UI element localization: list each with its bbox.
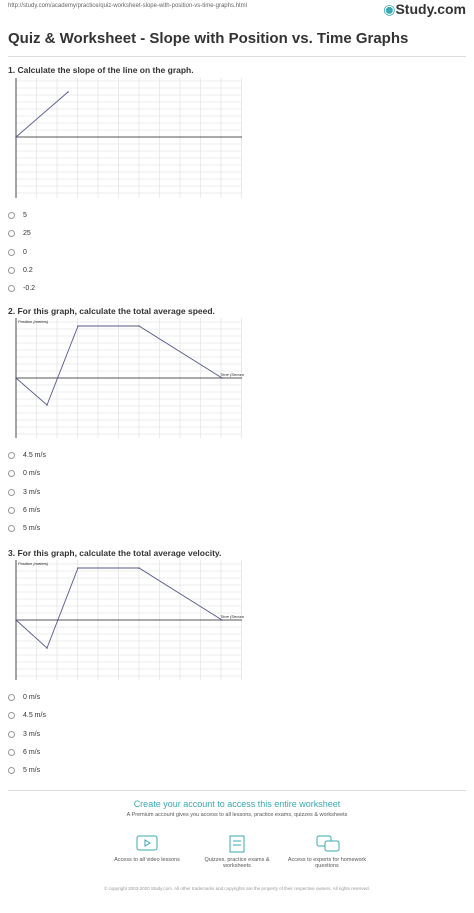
answer-option[interactable]: 3 m/s bbox=[8, 730, 41, 738]
option-text: 0 m/s bbox=[23, 694, 41, 701]
radio-button bbox=[8, 285, 15, 293]
feature-label: Quizzes, practice exams & worksheets bbox=[204, 857, 270, 869]
video-icon bbox=[136, 835, 158, 851]
option-text: 6 m/s bbox=[23, 506, 41, 514]
option-text: 25 bbox=[23, 230, 31, 238]
option-text: -0.2 bbox=[23, 285, 36, 293]
option-text: 5 m/s bbox=[23, 767, 41, 775]
url: http://study.com/academy/practice/quiz-w… bbox=[8, 3, 247, 9]
graph: Position (meters) Time (Seconds) bbox=[15, 560, 244, 680]
answer-option[interactable]: 5 m/s bbox=[8, 525, 41, 533]
graph-point bbox=[46, 404, 48, 406]
radio-button bbox=[8, 506, 15, 514]
graph-point bbox=[15, 136, 17, 138]
logo-icon: ◉ bbox=[383, 1, 396, 17]
graph bbox=[15, 78, 242, 198]
question-prompt: 2. For this graph, calculate the total a… bbox=[8, 306, 215, 316]
divider bbox=[8, 56, 466, 57]
radio-button bbox=[8, 694, 15, 701]
logo-text: Study.com bbox=[395, 1, 466, 17]
option-text: 3 m/s bbox=[23, 730, 41, 738]
title: Quiz & Worksheet - Slope with Position v… bbox=[8, 30, 409, 47]
option-text: 3 m/s bbox=[23, 488, 41, 496]
radio-button bbox=[8, 452, 15, 459]
graph-point bbox=[15, 377, 17, 379]
divider bbox=[8, 790, 466, 791]
answer-option[interactable]: 4.5 m/s bbox=[8, 452, 46, 459]
graph-line bbox=[15, 567, 223, 649]
radio-button bbox=[8, 748, 15, 756]
question-prompt: 1. Calculate the slope of the line on th… bbox=[8, 65, 194, 75]
radio-button bbox=[8, 525, 15, 533]
graph-point bbox=[77, 325, 79, 327]
answer-option[interactable]: 4.5 m/s bbox=[8, 712, 46, 720]
expert-icon bbox=[316, 835, 340, 852]
answer-option[interactable]: 6 m/s bbox=[8, 506, 41, 514]
answer-option[interactable]: 3 m/s bbox=[8, 488, 41, 496]
answer-option[interactable]: 0 m/s bbox=[8, 694, 40, 701]
graph-point bbox=[138, 325, 140, 327]
option-text: 5 m/s bbox=[23, 525, 41, 533]
footer-subheading: A Premium account gives you access to al… bbox=[126, 812, 348, 818]
footer-heading[interactable]: Create your account to access this entir… bbox=[133, 799, 341, 809]
question-prompt: 3. For this graph, calculate the total a… bbox=[8, 548, 222, 558]
option-text: 0.2 bbox=[23, 266, 33, 274]
graph-point bbox=[15, 619, 17, 621]
copyright: © copyright 2003-2020 Study.com. All oth… bbox=[104, 886, 370, 891]
logo[interactable]: ◉Study.com bbox=[383, 1, 466, 18]
y-axis-label: Position (meters) bbox=[18, 319, 49, 324]
feature-label: Access to all video lessons bbox=[114, 857, 180, 863]
radio-button bbox=[8, 488, 15, 496]
option-text: 4.5 m/s bbox=[23, 452, 46, 459]
graph-line bbox=[15, 91, 69, 138]
graph-point bbox=[67, 91, 69, 93]
graph-point bbox=[221, 377, 223, 379]
radio-button bbox=[8, 730, 15, 738]
answer-option[interactable]: 0 m/s bbox=[8, 470, 41, 478]
radio-button bbox=[8, 230, 15, 238]
radio-button bbox=[8, 212, 15, 219]
graph-point bbox=[221, 619, 223, 621]
radio-button bbox=[8, 712, 15, 720]
quiz-icon bbox=[229, 835, 245, 853]
answer-option[interactable]: 0 bbox=[8, 248, 27, 256]
radio-button bbox=[8, 767, 15, 775]
option-text: 0 m/s bbox=[23, 470, 41, 478]
graph-line bbox=[15, 325, 223, 406]
feature-label: Access to experts for homework questions bbox=[287, 857, 367, 869]
radio-button bbox=[8, 470, 15, 478]
option-text: 0 bbox=[23, 248, 27, 256]
answer-option[interactable]: -0.2 bbox=[8, 285, 36, 293]
graph: Position (meters) Time (Seconds) bbox=[15, 318, 244, 438]
graph-point bbox=[77, 567, 79, 569]
x-axis-label: Time (Seconds) bbox=[220, 372, 244, 377]
graph-point bbox=[46, 647, 48, 649]
answer-option[interactable]: 25 bbox=[8, 230, 31, 238]
y-axis-label: Position (meters) bbox=[18, 561, 49, 566]
x-axis-label: Time (Seconds) bbox=[220, 614, 244, 619]
option-text: 4.5 m/s bbox=[23, 712, 46, 720]
answer-option[interactable]: 5 bbox=[8, 212, 27, 219]
answer-option[interactable]: 5 m/s bbox=[8, 767, 41, 775]
option-text: 6 m/s bbox=[23, 748, 41, 756]
option-text: 5 bbox=[23, 212, 27, 219]
answer-option[interactable]: 6 m/s bbox=[8, 748, 41, 756]
graph-point bbox=[138, 567, 140, 569]
answer-option[interactable]: 0.2 bbox=[8, 266, 33, 274]
radio-button bbox=[8, 248, 15, 256]
radio-button bbox=[8, 266, 15, 274]
